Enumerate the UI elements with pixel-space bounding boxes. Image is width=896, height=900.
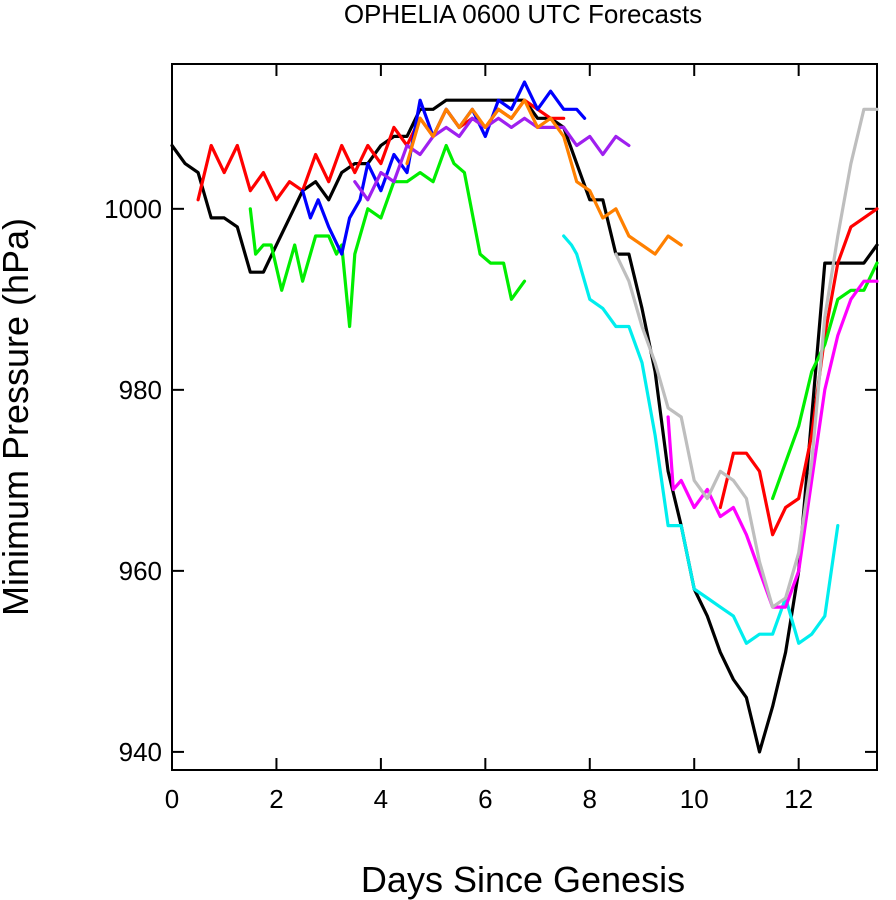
x-tick-label: 10 (680, 784, 709, 814)
series-line-3 (718, 207, 879, 537)
series-layer (170, 80, 879, 754)
x-tick-label: 2 (269, 784, 283, 814)
x-tick-label: 12 (784, 784, 813, 814)
chart-title: OPHELIA 0600 UTC Forecasts (344, 0, 702, 29)
series-line-6 (301, 80, 587, 256)
plot-frame (171, 63, 878, 771)
x-axis-label: Days Since Genesis (361, 859, 685, 900)
x-tick-label: 0 (165, 784, 179, 814)
series-line-9 (562, 234, 840, 645)
series-line-5 (770, 261, 879, 501)
x-tick-label: 4 (374, 784, 388, 814)
series-line-7 (353, 116, 631, 202)
y-tick-label: 980 (119, 375, 162, 405)
y-axis-label: Minimum Pressure (hPa) (0, 218, 36, 616)
y-tick-label: 960 (119, 556, 162, 586)
axis-ticks: 0 2 4 6 8 10 12 940 960 980 1000 (104, 64, 877, 814)
series-line-11 (614, 107, 879, 609)
series-line-10 (666, 279, 879, 609)
y-tick-label: 1000 (104, 194, 162, 224)
series-line-4 (248, 143, 527, 329)
x-tick-label: 6 (478, 784, 492, 814)
series-line-8 (405, 98, 683, 256)
y-tick-label: 940 (119, 737, 162, 767)
x-tick-label: 8 (583, 784, 597, 814)
